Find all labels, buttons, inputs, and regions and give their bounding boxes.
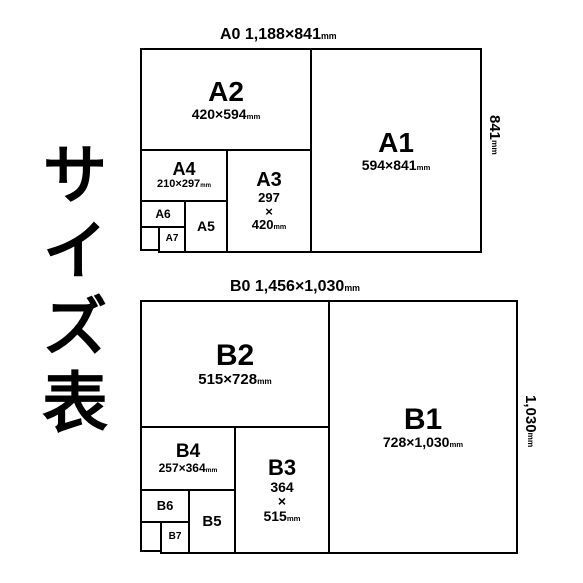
cell-a4: A4 210×297mm xyxy=(140,149,228,202)
b1-name: B1 xyxy=(404,404,442,436)
a4-name: A4 xyxy=(172,160,195,179)
page-title: サイズ表 xyxy=(22,140,118,444)
cell-a3: A3 297 × 420mm xyxy=(226,149,312,253)
a-series-chart: A1 594×841mm A2 420×594mm A3 297 × 420mm… xyxy=(140,48,480,251)
cell-a7: A7 xyxy=(158,226,186,253)
a5-name: A5 xyxy=(197,219,215,234)
a1-name: A1 xyxy=(378,128,414,157)
cell-b1: B1 728×1,030mm xyxy=(328,300,518,554)
b2-dims: 515×728mm xyxy=(198,372,272,388)
cell-b6: B6 xyxy=(140,489,190,523)
b0-label: B0 1,456×1,030mm xyxy=(230,278,360,296)
a-height-label: 841mm xyxy=(486,115,503,155)
b-series-chart: B1 728×1,030mm B2 515×728mm B3 364 × 515… xyxy=(140,300,516,552)
a4-dims: 210×297mm xyxy=(157,179,211,191)
b4-dims: 257×364mm xyxy=(159,462,218,475)
cell-a1: A1 594×841mm xyxy=(310,48,482,253)
cell-b4: B4 257×364mm xyxy=(140,426,236,491)
a3-name: A3 xyxy=(256,170,282,191)
b4-name: B4 xyxy=(176,442,200,462)
b3-name: B3 xyxy=(268,456,296,479)
b6-name: B6 xyxy=(157,499,174,513)
b3-dims: 364 × 515mm xyxy=(263,480,300,524)
cell-a5: A5 xyxy=(184,200,228,253)
a3-dims: 297 × 420mm xyxy=(252,191,286,232)
cell-b3: B3 364 × 515mm xyxy=(234,426,330,554)
cell-a6: A6 xyxy=(140,200,186,228)
b1-dims: 728×1,030mm xyxy=(383,435,463,450)
b7-name: B7 xyxy=(169,532,182,543)
cell-a2: A2 420×594mm xyxy=(140,48,312,151)
a6-name: A6 xyxy=(155,208,170,221)
a0-label: A0 1,188×841mm xyxy=(220,26,337,44)
cell-b5: B5 xyxy=(188,489,236,554)
a1-dims: 594×841mm xyxy=(362,158,431,173)
cell-b7: B7 xyxy=(160,521,190,554)
b-height-label: 1,030mm xyxy=(522,395,539,447)
b5-name: B5 xyxy=(202,514,221,530)
a2-dims: 420×594mm xyxy=(192,107,261,122)
a7-name: A7 xyxy=(166,234,179,245)
a2-name: A2 xyxy=(208,77,244,106)
b2-name: B2 xyxy=(216,340,254,372)
cell-b2: B2 515×728mm xyxy=(140,300,330,428)
